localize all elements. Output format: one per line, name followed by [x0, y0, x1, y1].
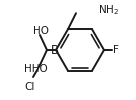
Text: B: B [50, 44, 59, 56]
Text: HO: HO [33, 26, 49, 36]
Text: NH$_2$: NH$_2$ [98, 3, 119, 17]
Text: HHO: HHO [24, 64, 48, 74]
Text: F: F [114, 45, 119, 55]
Text: Cl: Cl [24, 82, 35, 92]
